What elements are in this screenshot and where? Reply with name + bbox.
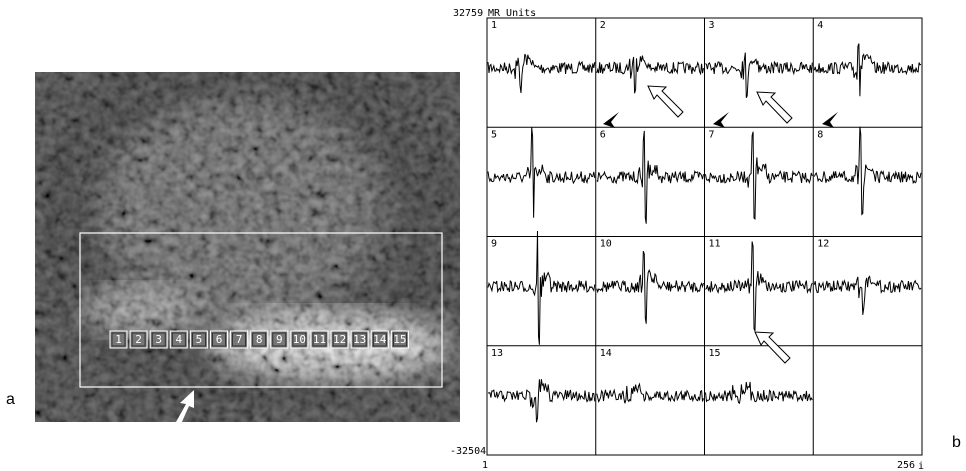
voxel-label: 3 [155, 333, 162, 346]
voxel-label: 9 [276, 333, 283, 346]
cell-label: 15 [709, 348, 721, 359]
voxel-box [370, 330, 389, 349]
x-max: 256 [897, 460, 915, 471]
voxel-inner [392, 332, 407, 347]
spectrum-trace [705, 241, 813, 332]
spectrum-trace [705, 131, 813, 220]
panel-label: a [6, 391, 15, 408]
white-arrow [756, 91, 793, 124]
spectrum-trace [596, 382, 704, 404]
voxel-inner [171, 332, 186, 347]
voxel-box [129, 330, 148, 349]
spectrum-trace [487, 127, 596, 218]
voxel-label: 12 [333, 333, 346, 346]
voxel-inner [131, 332, 146, 347]
voxel-box [169, 330, 188, 349]
black-arrowhead [603, 112, 619, 128]
cell-label: 13 [491, 348, 503, 359]
voxel-box [270, 330, 289, 349]
voxel-label: 11 [313, 333, 326, 346]
spectrum-trace [596, 130, 704, 224]
spectrum-trace [596, 55, 704, 94]
voxel-inner [232, 332, 247, 347]
voxel-label: 1 [115, 333, 122, 346]
x-min: 1 [482, 460, 488, 471]
cell-label: 7 [709, 129, 715, 140]
cell-label: 6 [600, 129, 606, 140]
voxel-label: 10 [293, 333, 306, 346]
voxel-box [109, 330, 128, 349]
voxel-label: 4 [175, 333, 182, 346]
voxel-box [230, 330, 249, 349]
voxel-label: 6 [216, 333, 223, 346]
spectrum-trace [813, 275, 922, 315]
voxel-label: 8 [256, 333, 263, 346]
voxel-box [149, 330, 168, 349]
y-max: 32759 [453, 8, 483, 19]
panel-label: b [952, 434, 961, 451]
cell-label: 3 [709, 20, 715, 31]
voxel-inner [111, 332, 126, 347]
voxel-inner [151, 332, 166, 347]
voxel-box [290, 330, 309, 349]
white-arrow [754, 331, 791, 364]
spectrum-trace [596, 250, 704, 324]
voxel-box [250, 330, 269, 349]
y-unit: MR Units [488, 8, 536, 19]
cell-label: 2 [600, 20, 606, 31]
cell-label: 14 [600, 348, 612, 359]
roi-box [79, 232, 443, 388]
white-arrow [647, 85, 684, 118]
voxel-inner [332, 332, 347, 347]
voxel-box [310, 330, 329, 349]
voxel-label: 2 [135, 333, 142, 346]
voxel-inner [191, 332, 206, 347]
voxel-label: 13 [353, 333, 366, 346]
cell-label: 9 [491, 239, 497, 250]
cell-label: 4 [817, 20, 823, 31]
voxel-box [330, 330, 349, 349]
voxel-inner [292, 332, 307, 347]
voxel-label: 5 [196, 333, 203, 346]
spectrum-trace [487, 53, 596, 94]
black-arrowhead [822, 112, 838, 128]
cell-label: 8 [817, 129, 823, 140]
pointer-arrow [176, 390, 194, 424]
voxel-inner [272, 332, 287, 347]
voxel-inner [212, 332, 226, 347]
voxel-label: 15 [393, 333, 406, 346]
spectrum-trace [813, 126, 922, 216]
black-arrowhead [713, 112, 729, 128]
voxel-box [350, 330, 369, 349]
cell-label: 11 [709, 239, 721, 250]
cell-label: 5 [491, 129, 497, 140]
spectrum-trace [705, 381, 813, 405]
voxel-inner [372, 332, 387, 347]
cell-label: 10 [600, 239, 612, 250]
mr-image [35, 72, 460, 422]
spectrum-trace [487, 379, 596, 423]
x-unit: i [918, 461, 924, 471]
voxel-inner [312, 332, 327, 347]
voxel-box [210, 330, 228, 349]
spectrum-trace [487, 230, 596, 345]
voxel-label: 14 [373, 333, 387, 346]
voxel-label: 7 [236, 333, 243, 346]
y-min: -32504 [450, 446, 486, 457]
voxel-inner [252, 332, 267, 347]
spectrum-trace [705, 52, 813, 98]
cell-label: 12 [817, 239, 829, 250]
spectrum-trace [813, 43, 922, 97]
voxel-box [390, 330, 409, 349]
cell-label: 1 [491, 20, 497, 31]
voxel-inner [352, 332, 367, 347]
voxel-box [189, 330, 208, 349]
